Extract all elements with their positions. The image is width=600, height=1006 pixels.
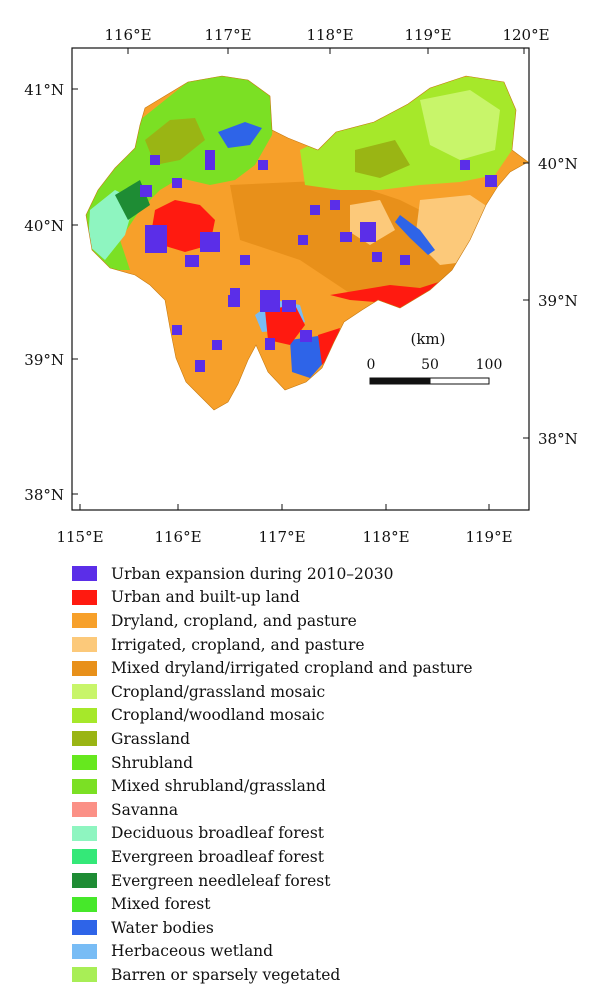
legend-label: Water bodies [111,918,214,937]
legend-item: Irrigated, cropland, and pasture [72,633,572,657]
legend-label: Evergreen broadleaf forest [111,847,324,866]
legend-swatch [72,849,97,865]
beijing-urban [152,200,215,252]
legend-label: Mixed shrubland/grassland [111,777,326,796]
scale-unit: (km) [410,330,445,348]
legend-label: Cropland/woodland mosaic [111,706,325,725]
legend-swatch [72,707,97,723]
top-tick-label: 117°E [204,26,251,44]
urban-expansion-blocks [140,150,497,372]
bottom-tick-label: 118°E [362,528,409,546]
legend-item: Barren or sparsely vegetated [72,963,572,987]
legend-item: Urban expansion during 2010–2030 [72,562,572,586]
legend-label: Barren or sparsely vegetated [111,965,341,984]
top-tick-label: 120°E [502,26,549,44]
legend-swatch [72,778,97,794]
legend-label: Cropland/grassland mosaic [111,682,326,701]
legend-label: Deciduous broadleaf forest [111,824,325,843]
tianjin-urban [265,305,305,345]
legend-swatch [72,873,97,889]
legend-label: Herbaceous wetland [111,942,274,961]
left-axis-ticks [72,88,78,495]
region-boundary [85,75,529,411]
top-tick-label: 119°E [404,26,451,44]
legend-swatch [72,896,97,912]
legend-label: Urban and built-up land [111,588,300,607]
right-tick-label: 40°N [538,155,578,173]
legend-item: Grassland [72,727,572,751]
legend-label: Dryland, cropland, and pasture [111,611,357,630]
right-tick-label: 39°N [538,292,578,310]
bottom-axis-ticks [79,504,490,510]
legend-item: Cropland/woodland mosaic [72,704,572,728]
legend-label: Shrubland [111,753,194,772]
scale-bar: (km) 0 50 100 [367,330,503,385]
scale-label-50: 50 [421,357,439,373]
lake-water [290,336,326,378]
legend-label: Grassland [111,729,191,748]
legend: Urban expansion during 2010–2030 Urban an… [72,562,572,987]
legend-item: Savanna [72,798,572,822]
scale-label-100: 100 [476,357,503,373]
legend-item: Cropland/grassland mosaic [72,680,572,704]
legend-swatch [72,684,97,700]
legend-swatch [72,920,97,936]
grassland-zone [145,118,205,165]
coastal-urban [330,280,445,310]
legend-item: Urban and built-up land [72,586,572,610]
left-tick-label: 38°N [24,486,64,504]
bottom-tick-label: 119°E [465,528,512,546]
legend-item: Herbaceous wetland [72,940,572,964]
right-axis-ticks [523,162,529,439]
legend-swatch [72,825,97,841]
bottom-tick-label: 116°E [154,528,201,546]
legend-label: Mixed dryland/irrigated cropland and pas… [111,659,473,678]
legend-swatch [72,637,97,653]
river-water [395,215,435,255]
legend-swatch [72,731,97,747]
legend-swatch [72,755,97,771]
legend-swatch [72,802,97,818]
legend-item: Mixed shrubland/grassland [72,774,572,798]
legend-swatch [72,660,97,676]
legend-item: Water bodies [72,916,572,940]
grassland-zone-2 [355,140,410,178]
legend-label: Mixed forest [111,895,211,914]
left-tick-label: 41°N [24,81,64,99]
legend-label: Irrigated, cropland, and pasture [111,635,365,654]
bottom-tick-label: 115°E [56,528,103,546]
legend-swatch [72,943,97,959]
left-tick-label: 40°N [24,217,64,235]
land-use-map: 116°E 117°E 118°E 119°E 120°E 115°E 116°… [24,26,578,546]
legend-item: Evergreen needleleaf forest [72,869,572,893]
right-tick-label: 38°N [538,430,578,448]
legend-label: Evergreen needleleaf forest [111,871,331,890]
bottom-tick-label: 117°E [258,528,305,546]
coastal-urban-2 [318,328,340,365]
legend-swatch [72,566,97,582]
legend-label: Urban expansion during 2010–2030 [111,564,394,583]
legend-swatch [72,613,97,629]
legend-label: Savanna [111,800,179,819]
legend-item: Dryland, cropland, and pasture [72,609,572,633]
scale-label-0: 0 [367,357,376,373]
legend-item: Deciduous broadleaf forest [72,822,572,846]
top-axis-ticks [127,48,525,54]
legend-item: Evergreen broadleaf forest [72,845,572,869]
legend-item: Mixed forest [72,892,572,916]
cropland-grassland-zone [420,90,500,160]
top-tick-label: 116°E [104,26,151,44]
reservoir-water [218,122,262,148]
top-tick-label: 118°E [306,26,353,44]
legend-item: Mixed dryland/irrigated cropland and pas… [72,656,572,680]
legend-swatch [72,589,97,605]
legend-swatch [72,967,97,983]
left-tick-label: 39°N [24,351,64,369]
legend-item: Shrubland [72,751,572,775]
